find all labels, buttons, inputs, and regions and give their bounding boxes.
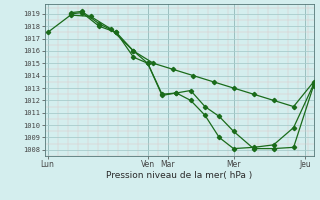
X-axis label: Pression niveau de la mer( hPa ): Pression niveau de la mer( hPa ) [106,171,252,180]
